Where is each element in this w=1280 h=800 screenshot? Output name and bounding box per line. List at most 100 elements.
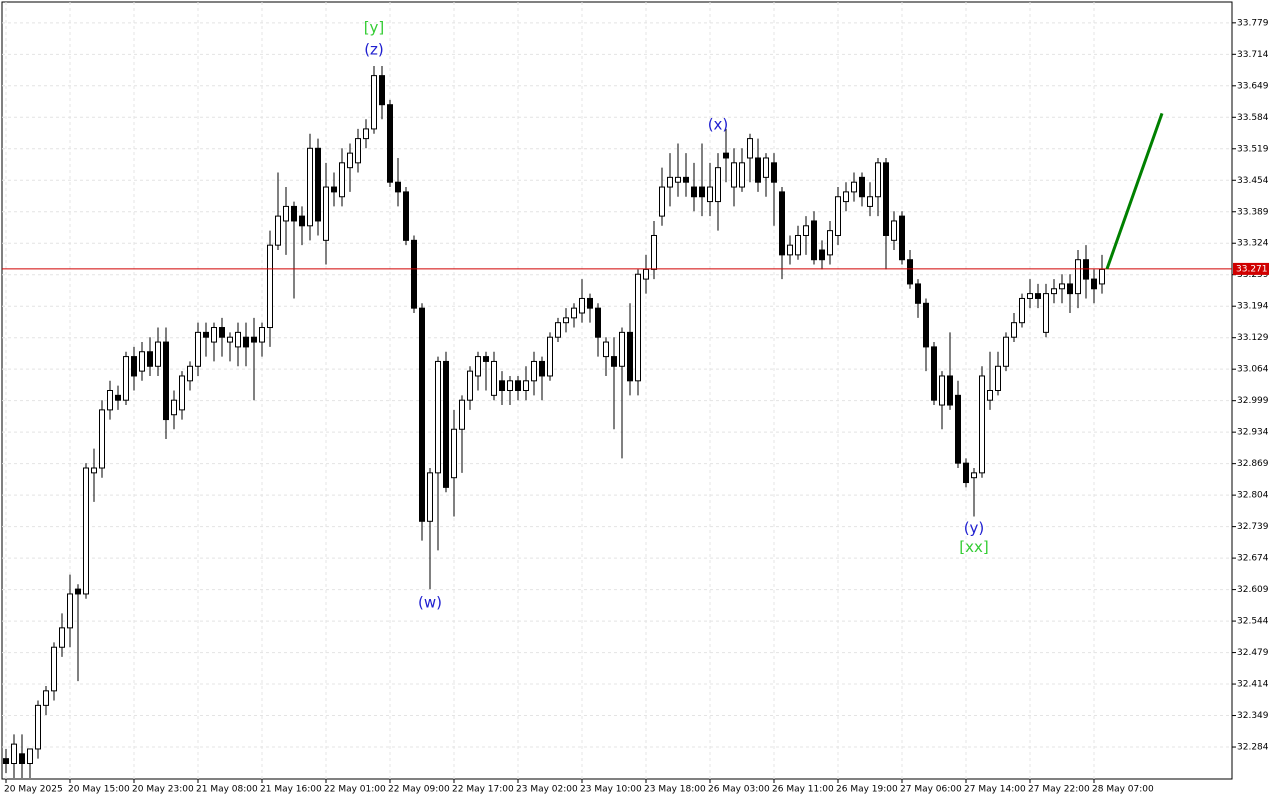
candle-body [923, 302, 929, 348]
candle-body [363, 128, 369, 140]
candle-body [371, 75, 377, 130]
x-tick-label: 27 May 14:00 [964, 785, 1026, 795]
candle-body [307, 147, 313, 227]
wave-label: (y) [964, 519, 985, 537]
x-tick-label: 22 May 09:00 [388, 785, 450, 795]
candle-body [227, 336, 233, 343]
candle-body [507, 380, 513, 391]
candle-body [715, 167, 721, 203]
candle-body [403, 191, 409, 241]
x-tick-label: 22 May 17:00 [452, 785, 514, 795]
candle-body [315, 147, 321, 222]
current-price-tag [1233, 262, 1269, 275]
x-tick-label: 23 May 10:00 [580, 785, 642, 795]
candle-body [267, 244, 273, 329]
y-tick-label: 32.739 [1237, 522, 1269, 532]
candle-body [75, 588, 81, 595]
candle-body [379, 75, 385, 106]
candle-body [659, 186, 665, 217]
y-tick-label: 32.674 [1237, 554, 1269, 564]
candle-body [51, 646, 57, 692]
candle-body [235, 331, 241, 348]
candle-body [947, 375, 953, 406]
candle-body [611, 356, 617, 367]
candle-body [619, 331, 625, 367]
candle-body [979, 375, 985, 474]
candle-body [211, 327, 217, 343]
x-tick-label: 26 May 03:00 [708, 785, 770, 795]
wave-label: (x) [708, 116, 729, 134]
candle-body [35, 704, 41, 750]
candle-body [59, 627, 65, 648]
candle-body [203, 331, 209, 338]
candle-body [195, 331, 201, 367]
candle-body [515, 380, 521, 391]
candle-body [867, 196, 873, 207]
candle-body [931, 346, 937, 401]
candle-body [419, 307, 425, 522]
candle-body [571, 307, 577, 319]
candle-body [123, 356, 129, 401]
candle-body [1075, 259, 1081, 295]
candle-body [971, 472, 977, 479]
y-tick-label: 32.934 [1237, 428, 1269, 438]
candle-body [163, 341, 169, 421]
y-tick-label: 33.194 [1237, 302, 1269, 312]
candle-body [291, 205, 297, 222]
candle-body [539, 360, 545, 377]
candle-body [67, 593, 73, 629]
y-tick-label: 33.389 [1237, 207, 1269, 217]
y-tick-label: 33.649 [1237, 81, 1269, 91]
candle-body [115, 394, 121, 401]
candle-body [1067, 283, 1073, 295]
candle-body [1035, 293, 1041, 299]
candle-body [1051, 288, 1057, 295]
candle-body [155, 341, 161, 367]
candle-body [779, 191, 785, 256]
forecast-line [1105, 112, 1164, 270]
candle-body [19, 753, 25, 764]
candle-body [251, 336, 257, 343]
candle-body [107, 390, 113, 411]
candle-body [427, 472, 433, 522]
candle-body [803, 225, 809, 236]
x-tick-label: 23 May 02:00 [516, 785, 578, 795]
candle-body [747, 138, 753, 159]
candle-body [339, 162, 345, 198]
candle-body [547, 336, 553, 377]
y-tick-label: 33.064 [1237, 365, 1269, 375]
candle-body [283, 205, 289, 222]
candle-body [491, 360, 497, 396]
candle-body [475, 356, 481, 377]
candle-body [603, 341, 609, 358]
y-tick-label: 33.779 [1237, 18, 1269, 28]
candle-body [355, 138, 361, 164]
candle-body [459, 399, 465, 430]
candle-body [435, 360, 441, 474]
candle-body [243, 336, 249, 348]
candle-body [811, 220, 817, 261]
candle-body [11, 743, 17, 764]
candle-body [139, 351, 145, 372]
candle-body [683, 176, 689, 183]
candle-body [1059, 283, 1065, 290]
wave-label: (z) [364, 40, 384, 58]
candle-body [1003, 336, 1009, 367]
candle-body [219, 327, 225, 338]
y-tick-label: 33.584 [1237, 113, 1269, 123]
candle-body [483, 356, 489, 362]
x-tick-label: 21 May 08:00 [196, 785, 258, 795]
wave-label: [y] [364, 18, 385, 36]
y-tick-label: 32.999 [1237, 396, 1269, 406]
candle-body [499, 380, 505, 391]
candle-body [1091, 278, 1097, 290]
y-tick-label: 32.804 [1237, 491, 1269, 501]
candle-body [987, 390, 993, 401]
candle-body [755, 157, 761, 183]
candle-body [595, 307, 601, 338]
candle-body [843, 191, 849, 203]
candle-body [699, 186, 705, 198]
candle-body [3, 758, 9, 764]
wave-label: [xx] [959, 538, 988, 556]
x-tick-label: 26 May 19:00 [836, 785, 898, 795]
